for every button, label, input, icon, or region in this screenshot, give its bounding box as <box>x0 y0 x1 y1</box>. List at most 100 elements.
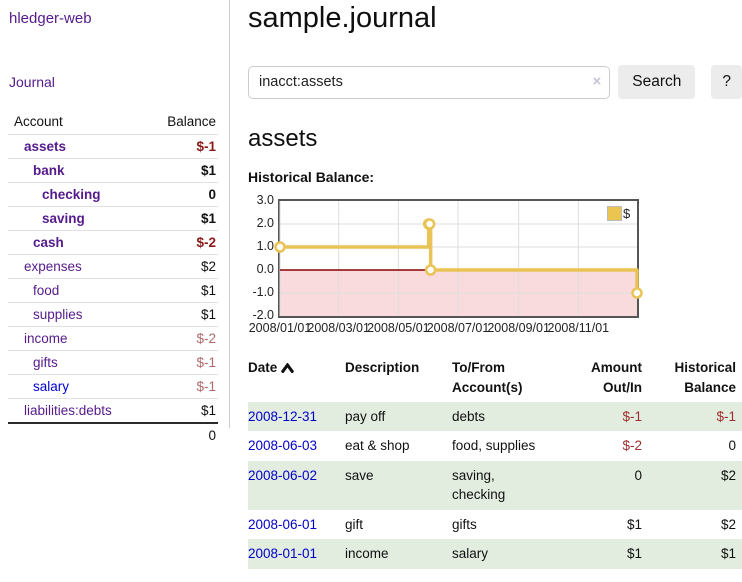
transaction-row[interactable]: 2008-12-31 pay off debts $-1 $-1 <box>248 401 742 432</box>
transaction-accounts: debts <box>452 408 486 424</box>
account-link[interactable]: saving <box>42 211 85 226</box>
account-heading: assets <box>248 125 318 152</box>
accounts-header-balance: Balance <box>167 114 216 129</box>
x-axis-tick-label: 2008/07/01 <box>426 321 490 335</box>
y-axis-tick-label: 1.0 <box>256 239 274 253</box>
transaction-balance: $2 <box>720 516 736 532</box>
account-balance: $1 <box>200 211 216 226</box>
account-balance: 0 <box>208 187 216 202</box>
search-button[interactable]: Search <box>618 65 696 99</box>
register-table: Date Description To/From Account(s) Amou… <box>248 355 742 569</box>
account-link[interactable]: supplies <box>33 307 83 322</box>
search-input[interactable] <box>248 65 611 99</box>
transaction-row[interactable]: 2008-06-03 eat & shop food, supplies $-2 0 <box>248 431 742 461</box>
balance-chart-svg <box>274 201 643 316</box>
page-title: sample.journal <box>248 2 437 34</box>
transaction-row[interactable]: 2008-01-01 income salary $1 $1 <box>248 539 742 569</box>
account-balance: $-1 <box>196 355 216 370</box>
transaction-balance: $2 <box>720 467 736 483</box>
transaction-amount: $1 <box>626 546 642 562</box>
transaction-description: gift <box>345 516 364 532</box>
x-axis-tick-label: 2008/05/01 <box>367 321 430 335</box>
account-row: food $1 <box>8 278 218 302</box>
account-balance: $-1 <box>196 139 216 154</box>
account-balance: $2 <box>200 259 216 274</box>
account-row: cash $-2 <box>8 230 218 254</box>
account-row: checking 0 <box>8 182 218 206</box>
transaction-date-link[interactable]: 2008-01-01 <box>248 546 318 562</box>
account-link[interactable]: assets <box>24 139 67 154</box>
account-row: liabilities:debts $1 <box>8 398 218 422</box>
account-balance: $1 <box>200 283 216 298</box>
y-axis-tick-label: -1.0 <box>252 285 274 299</box>
transaction-description: save <box>345 467 374 483</box>
account-link[interactable]: bank <box>33 163 65 178</box>
account-balance: $-1 <box>196 379 216 394</box>
register-table-body: 2008-12-31 pay off debts $-1 $-1 2008-06-03 ea… <box>248 401 742 569</box>
account-balance: $-2 <box>196 235 216 250</box>
search-help-button[interactable]: ? <box>711 65 742 99</box>
search-form: × Search ? <box>248 65 742 99</box>
y-axis-tick-label: -2.0 <box>252 308 274 322</box>
x-axis-tick-label: 2008/11/01 <box>547 321 610 335</box>
x-axis-tick-label: 2008/03/01 <box>307 321 370 335</box>
accounts-header-account: Account <box>14 114 63 129</box>
account-row: salary $-1 <box>8 374 218 398</box>
transaction-row[interactable]: 2008-06-02 save saving, checking 0 $2 <box>248 460 742 510</box>
chart-legend: $ <box>607 206 630 221</box>
account-balance: $-2 <box>196 331 216 346</box>
transaction-description: pay off <box>345 408 386 424</box>
account-row: gifts $-1 <box>8 350 218 374</box>
transaction-balance: $1 <box>720 546 736 562</box>
accounts-table-header: Account Balance <box>8 111 218 134</box>
account-balance: $1 <box>200 403 216 418</box>
transaction-description: eat & shop <box>345 438 410 454</box>
transaction-amount: $-2 <box>622 438 642 454</box>
account-balance: $1 <box>200 163 216 178</box>
legend-label: $ <box>623 206 631 221</box>
historical-balance-chart: $ 3.0 2.0 1.0 0.0 -1.0 -2.0 2008/01/01 2008/03/… <box>248 193 742 341</box>
column-header-description: Description <box>345 360 420 375</box>
transaction-amount: 0 <box>634 467 642 483</box>
register-header-row: Date Description To/From Account(s) Amou… <box>248 355 742 402</box>
transaction-balance: 0 <box>728 438 736 454</box>
transaction-date-link[interactable]: 2008-12-31 <box>248 408 318 424</box>
legend-swatch-icon <box>607 206 622 221</box>
accounts-panel: Account Balance assets $-1 bank $1 checking 0… <box>8 111 218 447</box>
y-axis-tick-label: 2.0 <box>256 216 274 230</box>
main-content: sample.journal × Search ? assets Histori… <box>248 0 742 569</box>
accounts-total: 0 <box>8 422 218 447</box>
column-header-amount: Amount Out/In <box>591 360 642 396</box>
search-input-wrap: × <box>248 65 611 99</box>
clear-search-icon[interactable]: × <box>592 72 602 90</box>
account-row: income $-2 <box>8 326 218 350</box>
sidebar-item-journal[interactable]: Journal <box>9 74 55 90</box>
account-row: bank $1 <box>8 158 218 182</box>
y-axis-tick-label: 3.0 <box>256 193 274 207</box>
transaction-date-link[interactable]: 2008-06-02 <box>248 467 318 483</box>
app-title-link[interactable]: hledger-web <box>9 10 92 27</box>
account-link[interactable]: liabilities:debts <box>24 403 112 418</box>
y-axis-tick-label: 0.0 <box>256 262 274 276</box>
account-link[interactable]: salary <box>33 379 70 394</box>
account-row: supplies $1 <box>8 302 218 326</box>
account-link[interactable]: income <box>24 331 68 346</box>
account-balance: $1 <box>200 307 216 322</box>
account-link[interactable]: expenses <box>24 259 82 274</box>
transaction-accounts: salary <box>452 546 489 562</box>
column-header-date[interactable]: Date <box>248 355 345 402</box>
account-link[interactable]: food <box>33 283 60 298</box>
transaction-description: income <box>345 546 389 562</box>
account-link[interactable]: gifts <box>33 355 58 370</box>
transaction-row[interactable]: 2008-06-01 gift gifts $1 $2 <box>248 510 742 540</box>
account-row: assets $-1 <box>8 134 218 158</box>
transaction-date-link[interactable]: 2008-06-03 <box>248 438 318 454</box>
transaction-date-link[interactable]: 2008-06-01 <box>248 516 318 532</box>
transaction-amount: $-1 <box>622 408 642 424</box>
account-row: expenses $2 <box>8 254 218 278</box>
accounts-table-body: assets $-1 bank $1 checking 0 saving $1 cash $-2 e… <box>8 134 218 422</box>
transaction-accounts: saving, checking <box>452 467 506 503</box>
sidebar: hledger-web Journal Account Balance asse… <box>0 0 230 443</box>
account-link[interactable]: checking <box>42 187 101 202</box>
account-link[interactable]: cash <box>33 235 64 250</box>
